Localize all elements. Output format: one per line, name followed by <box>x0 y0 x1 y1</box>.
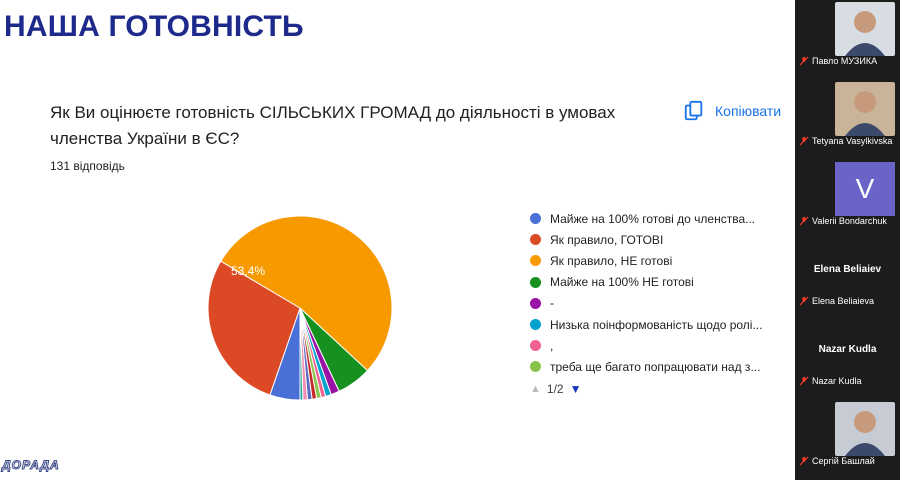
pie-slice-11 <box>299 307 304 401</box>
pie-slice-2 <box>220 215 393 372</box>
participant-video <box>835 402 895 456</box>
legend-label: Низька поінформованість щодо ролі... <box>550 317 763 332</box>
mic-muted-icon <box>799 136 809 146</box>
person-avatar-icon <box>845 91 885 136</box>
chart-legend: Майже на 100% готові до членства... Як пр… <box>530 208 762 378</box>
participant-video <box>835 82 895 136</box>
participant-tile[interactable]: Павло МУЗИКА <box>795 0 900 70</box>
legend-swatch <box>530 255 541 267</box>
participant-tile[interactable]: Сергій Башлай <box>795 400 900 470</box>
legend-swatch <box>530 276 541 288</box>
legend-item: Низька поінформованість щодо ролі... <box>530 314 762 335</box>
copy-button[interactable]: Копіювати <box>683 100 781 122</box>
copy-icon <box>684 100 703 121</box>
legend-item: Як правило, ГОТОВІ <box>530 229 762 250</box>
legend-pager: ▲ 1/2 ▼ <box>530 382 581 396</box>
participant-big-name: Elena Beliaiev <box>813 264 882 275</box>
legend-label: , <box>550 338 554 353</box>
participant-name-bar: Сергій Башлай <box>799 456 875 466</box>
legend-label: - <box>550 296 554 311</box>
person-avatar-icon <box>845 411 885 456</box>
mic-muted-icon <box>799 456 809 466</box>
participant-big-name: Nazar Kudla <box>818 344 877 355</box>
legend-swatch <box>530 340 541 352</box>
legend-label: Як правило, НЕ готові <box>550 253 673 268</box>
participant-video <box>835 2 895 56</box>
participant-name-bar: Elena Beliaieva <box>799 296 874 306</box>
pie-data-label: 53,4% <box>231 264 265 278</box>
participant-tile[interactable]: Nazar Kudla Nazar Kudla <box>795 320 900 390</box>
mic-muted-icon <box>799 216 809 226</box>
participant-name: Павло МУЗИКА <box>812 56 878 66</box>
legend-label: Майже на 100% НЕ готові <box>550 275 694 290</box>
legend-next-arrow-icon[interactable]: ▼ <box>569 382 582 396</box>
participant-tile[interactable]: Tetyana Vasylkivska <box>795 80 900 150</box>
legend-page-indicator: 1/2 <box>546 382 564 396</box>
participant-tile[interactable]: Elena Beliaiev Elena Beliaieva <box>795 240 900 310</box>
legend-item: - <box>530 293 762 314</box>
participant-name: Tetyana Vasylkivska <box>812 136 893 146</box>
pie-chart-svg: 28,2%53,4% <box>207 215 393 401</box>
legend-item: треба ще багато попрацювати над з... <box>530 356 762 377</box>
participant-name-bar: Nazar Kudla <box>799 376 862 386</box>
survey-question: Як Ви оцінюєте готовність СІЛЬСЬКИХ ГРОМ… <box>50 103 616 148</box>
legend-swatch <box>530 361 541 373</box>
participant-name-bar: Павло МУЗИКА <box>799 56 877 66</box>
legend-swatch <box>530 297 541 309</box>
legend-prev-arrow-icon[interactable]: ▲ <box>530 383 541 395</box>
legend-item: Майже на 100% готові до членства... <box>530 208 762 229</box>
slide-title: НАША ГОТОВНІСТЬ <box>4 10 304 43</box>
response-count: 131 відповідь <box>50 159 125 173</box>
participant-name: Сергій Башлай <box>812 456 875 466</box>
legend-label: Як правило, ГОТОВІ <box>550 232 664 247</box>
mic-muted-icon <box>799 296 809 306</box>
participants-panel: Павло МУЗИКА Tetyana Vasylkivska V Valerii … <box>795 0 900 480</box>
participant-name: Valerii Bondarchuk <box>812 216 887 226</box>
pie-chart: 28,2%53,4% <box>200 208 400 408</box>
copy-label: Копіювати <box>715 103 782 119</box>
legend-swatch <box>530 234 541 246</box>
legend-swatch <box>530 213 541 225</box>
legend-item: Як правило, НЕ готові <box>530 250 762 271</box>
participant-avatar-letter: V <box>835 162 895 216</box>
participant-name: Nazar Kudla <box>812 376 862 386</box>
participant-name-bar: Tetyana Vasylkivska <box>799 136 892 146</box>
legend-item: Майже на 100% НЕ готові <box>530 272 762 293</box>
legend-label: треба ще багато попрацювати над з... <box>550 359 761 374</box>
presentation-slide: НАША ГОТОВНІСТЬ Як Ви оцінюєте готовніст… <box>1 10 782 473</box>
person-avatar-icon <box>845 11 885 56</box>
mic-muted-icon <box>799 56 809 66</box>
watermark-logo: ДОРАДА <box>2 458 60 473</box>
participant-tile[interactable]: V Valerii Bondarchuk <box>795 160 900 230</box>
participant-name-bar: Valerii Bondarchuk <box>799 216 887 226</box>
mic-muted-icon <box>799 376 809 386</box>
legend-label: Майже на 100% готові до членства... <box>550 211 756 226</box>
legend-swatch <box>530 319 541 331</box>
legend-item: , <box>530 335 762 356</box>
participant-name: Elena Beliaieva <box>812 296 875 306</box>
